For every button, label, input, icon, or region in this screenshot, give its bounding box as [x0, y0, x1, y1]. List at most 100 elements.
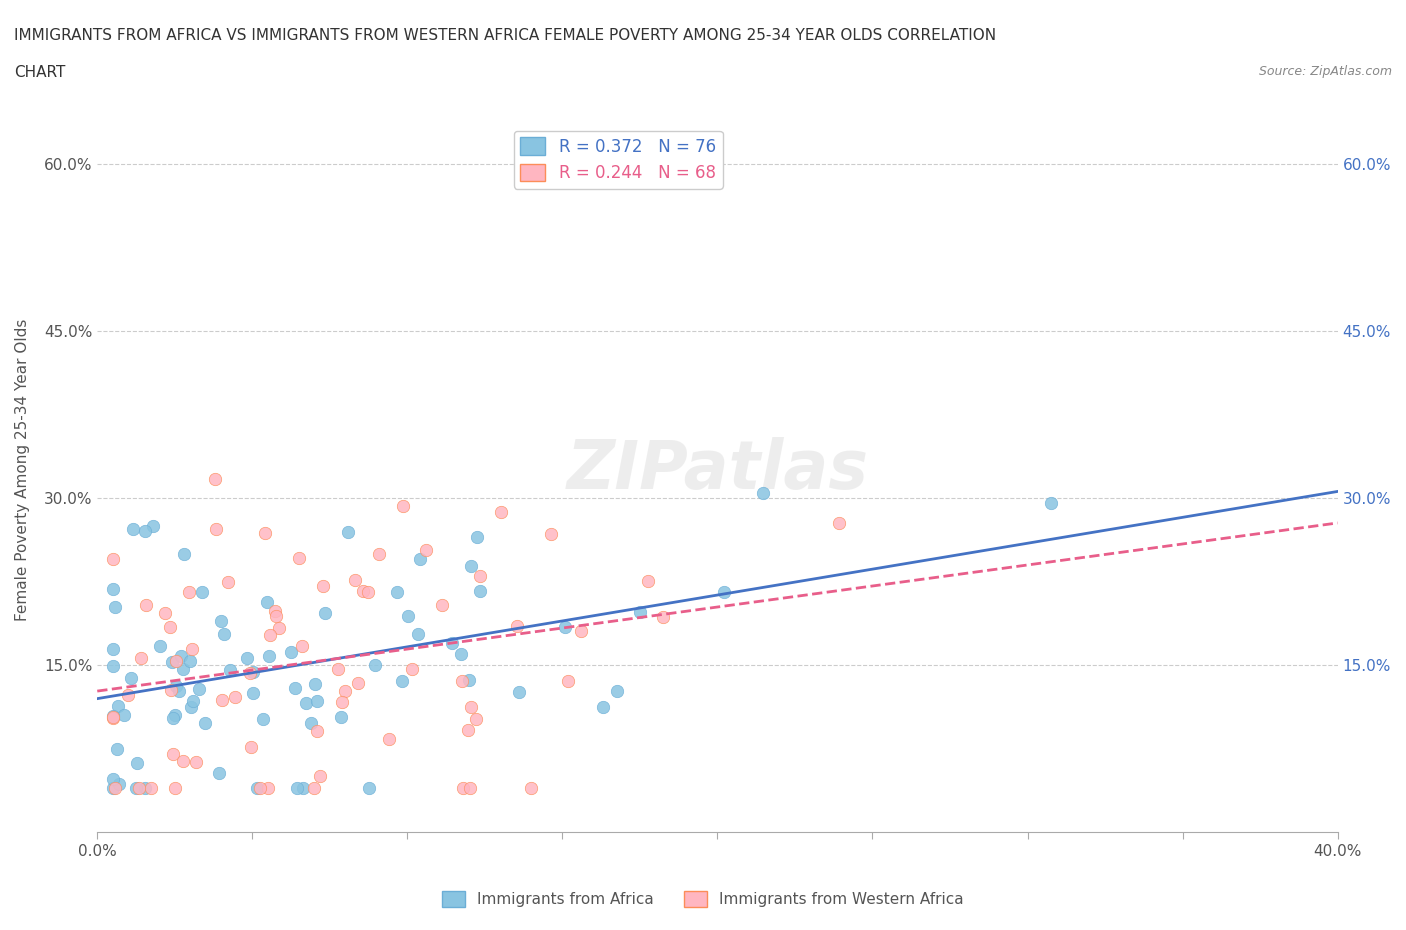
Text: Source: ZipAtlas.com: Source: ZipAtlas.com: [1258, 65, 1392, 78]
Point: [101, 551, 124, 566]
Point: [127, 756, 149, 771]
Point: [557, 673, 579, 688]
Point: [160, 683, 183, 698]
Point: [308, 768, 330, 783]
Point: [307, 724, 329, 738]
Point: [291, 638, 314, 653]
Point: [254, 525, 277, 540]
Point: [165, 679, 187, 694]
Point: [333, 684, 356, 698]
Point: [457, 723, 479, 737]
Point: [212, 627, 235, 642]
Point: [284, 680, 307, 695]
Point: [218, 662, 240, 677]
Point: [153, 605, 176, 620]
Point: [432, 598, 454, 613]
Point: [391, 673, 413, 688]
Point: [103, 780, 125, 795]
Point: [163, 780, 186, 795]
Point: [1039, 496, 1062, 511]
Point: [101, 710, 124, 724]
Point: [396, 608, 419, 623]
Point: [378, 732, 401, 747]
Point: [179, 584, 201, 599]
Point: [368, 547, 391, 562]
Point: [187, 682, 209, 697]
Point: [520, 780, 543, 795]
Point: [104, 599, 127, 614]
Point: [280, 644, 302, 659]
Point: [267, 621, 290, 636]
Point: [540, 526, 562, 541]
Point: [460, 780, 482, 795]
Point: [107, 777, 129, 791]
Point: [305, 694, 328, 709]
Point: [239, 739, 262, 754]
Legend: R = 0.372   N = 76, R = 0.244   N = 68: R = 0.372 N = 76, R = 0.244 N = 68: [513, 131, 723, 189]
Point: [491, 505, 513, 520]
Point: [141, 519, 163, 534]
Point: [249, 780, 271, 795]
Point: [299, 715, 322, 730]
Point: [415, 543, 437, 558]
Point: [554, 619, 576, 634]
Point: [242, 664, 264, 679]
Point: [460, 559, 482, 574]
Point: [259, 628, 281, 643]
Point: [401, 662, 423, 677]
Point: [162, 711, 184, 725]
Point: [256, 594, 278, 609]
Y-axis label: Female Poverty Among 25-34 Year Olds: Female Poverty Among 25-34 Year Olds: [15, 319, 30, 621]
Point: [246, 780, 269, 795]
Point: [211, 693, 233, 708]
Point: [239, 666, 262, 681]
Point: [160, 655, 183, 670]
Point: [713, 584, 735, 599]
Point: [101, 709, 124, 724]
Point: [173, 547, 195, 562]
Point: [159, 619, 181, 634]
Point: [347, 676, 370, 691]
Point: [252, 711, 274, 726]
Point: [450, 647, 472, 662]
Point: [208, 765, 231, 780]
Text: ZIPatlas: ZIPatlas: [567, 437, 869, 503]
Point: [451, 673, 474, 688]
Point: [163, 708, 186, 723]
Point: [242, 685, 264, 700]
Point: [134, 524, 156, 538]
Point: [172, 661, 194, 676]
Point: [165, 653, 187, 668]
Point: [460, 699, 482, 714]
Point: [209, 613, 232, 628]
Point: [120, 671, 142, 685]
Point: [191, 585, 214, 600]
Point: [101, 581, 124, 596]
Legend: Immigrants from Africa, Immigrants from Western Africa: Immigrants from Africa, Immigrants from …: [436, 884, 970, 913]
Point: [101, 711, 124, 725]
Point: [506, 618, 529, 633]
Point: [752, 485, 775, 500]
Point: [569, 623, 592, 638]
Point: [264, 609, 287, 624]
Point: [180, 699, 202, 714]
Point: [117, 687, 139, 702]
Point: [465, 711, 488, 726]
Point: [285, 780, 308, 795]
Point: [194, 715, 217, 730]
Point: [326, 661, 349, 676]
Point: [592, 699, 614, 714]
Point: [295, 696, 318, 711]
Point: [312, 578, 335, 593]
Point: [453, 780, 475, 795]
Point: [139, 780, 162, 795]
Point: [125, 780, 148, 795]
Point: [470, 583, 492, 598]
Point: [409, 551, 432, 566]
Point: [135, 598, 157, 613]
Point: [330, 695, 353, 710]
Point: [181, 693, 204, 708]
Point: [128, 780, 150, 795]
Point: [129, 650, 152, 665]
Point: [651, 609, 673, 624]
